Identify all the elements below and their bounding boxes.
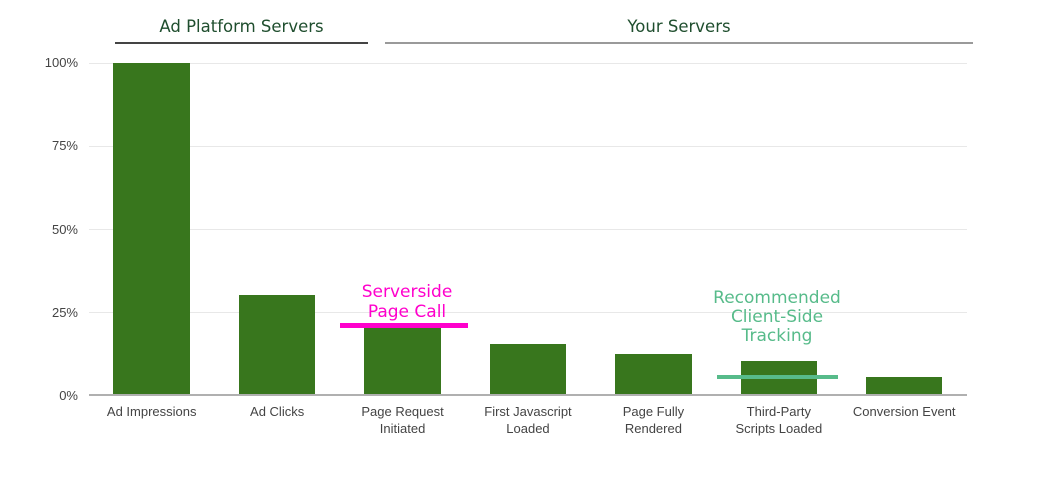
bar-page-request-initiated [364,327,441,394]
bar-page-fully-rendered [615,354,692,394]
gridline-100 [89,62,967,64]
annotation-recommended-line1: Recommended [713,288,841,308]
gridline-50 [89,229,967,230]
bar-slot-ad-impressions [89,63,214,394]
y-tick-label-75: 75% [51,138,78,154]
annotation-serverside-rule-line [340,323,468,328]
plot-area [89,62,967,396]
bar-slot-first-javascript-loaded [465,63,590,394]
annotation-recommended-rule-line [717,375,838,379]
y-tick-label-100: 100% [44,55,78,70]
x-label-conversion-event: Conversion Event [852,404,956,419]
bar-slot-page-fully-rendered [591,63,716,394]
bar-conversion-event [865,377,943,394]
section-title-your-servers: Your Servers [385,15,973,44]
bar-ad-clicks [238,294,316,394]
bar-ad-impressions [113,63,190,394]
x-label-page-request-initiated: Page Request Initiated [361,404,444,436]
bar-first-javascript-loaded [489,344,567,394]
annotation-recommended-line2: Client-Side [730,307,824,327]
annotation-serverside-page-call: Serverside Page Call [322,282,492,322]
x-axis-category-labels: Ad Impressions Ad Clicks Page Request Init… [89,403,967,437]
annotation-serverside-line1: Serverside [361,282,453,302]
y-tick-label-0: 0% [59,388,78,403]
bar-slot-conversion-event [842,63,967,394]
x-label-ad-clicks: Ad Clicks [250,404,305,419]
x-label-ad-impressions: Ad Impressions [106,404,197,419]
annotation-serverside-line2: Page Call [367,302,447,322]
y-tick-label-50: 50% [51,221,78,237]
gridline-25 [89,312,967,314]
bar-slot-page-request-initiated [340,63,465,394]
gridline-75 [89,145,967,147]
x-label-first-javascript-loaded: First Javascript Loaded [484,404,572,436]
section-title-ad-platform-servers-label: Ad Platform Servers [159,17,324,36]
section-title-ad-platform-servers: Ad Platform Servers [115,15,368,44]
bar-slot-ad-clicks [214,63,339,394]
x-label-page-fully-rendered: Page Fully Rendered [622,404,685,436]
annotation-recommended-client-side-tracking: Recommended Client-Side Tracking [692,289,862,346]
annotation-recommended-line3: Tracking [741,326,813,346]
bars-container [89,63,967,394]
section-title-your-servers-label: Your Servers [627,17,731,36]
x-label-third-party-scripts-loaded: Third-Party Scripts Loaded [735,404,823,436]
y-tick-label-25: 25% [51,304,78,320]
